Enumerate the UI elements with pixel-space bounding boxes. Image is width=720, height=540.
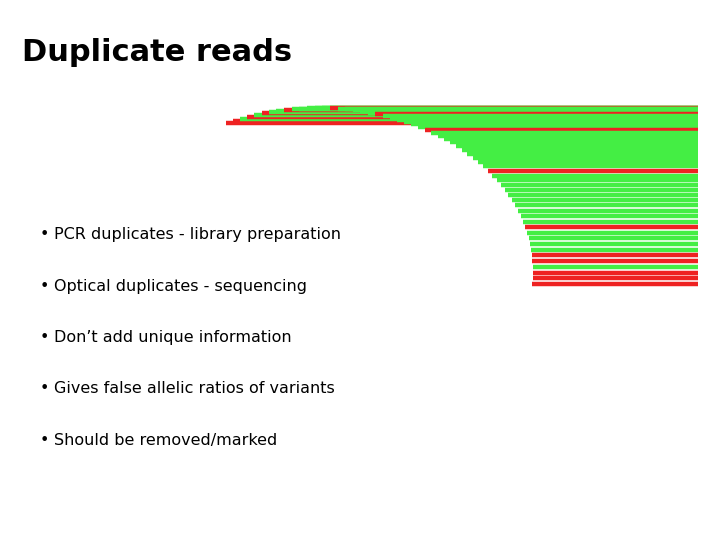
Text: PCR duplicates - library preparation: PCR duplicates - library preparation [54, 227, 341, 242]
Text: Should be removed/marked: Should be removed/marked [54, 433, 277, 448]
Text: Gives false allelic ratios of variants: Gives false allelic ratios of variants [54, 381, 335, 396]
Text: Duplicate reads: Duplicate reads [22, 38, 292, 67]
Text: •: • [40, 279, 49, 294]
Text: •: • [40, 227, 49, 242]
Text: Don’t add unique information: Don’t add unique information [54, 330, 292, 345]
Text: •: • [40, 330, 49, 345]
Text: •: • [40, 433, 49, 448]
Text: Optical duplicates - sequencing: Optical duplicates - sequencing [54, 279, 307, 294]
Text: •: • [40, 381, 49, 396]
